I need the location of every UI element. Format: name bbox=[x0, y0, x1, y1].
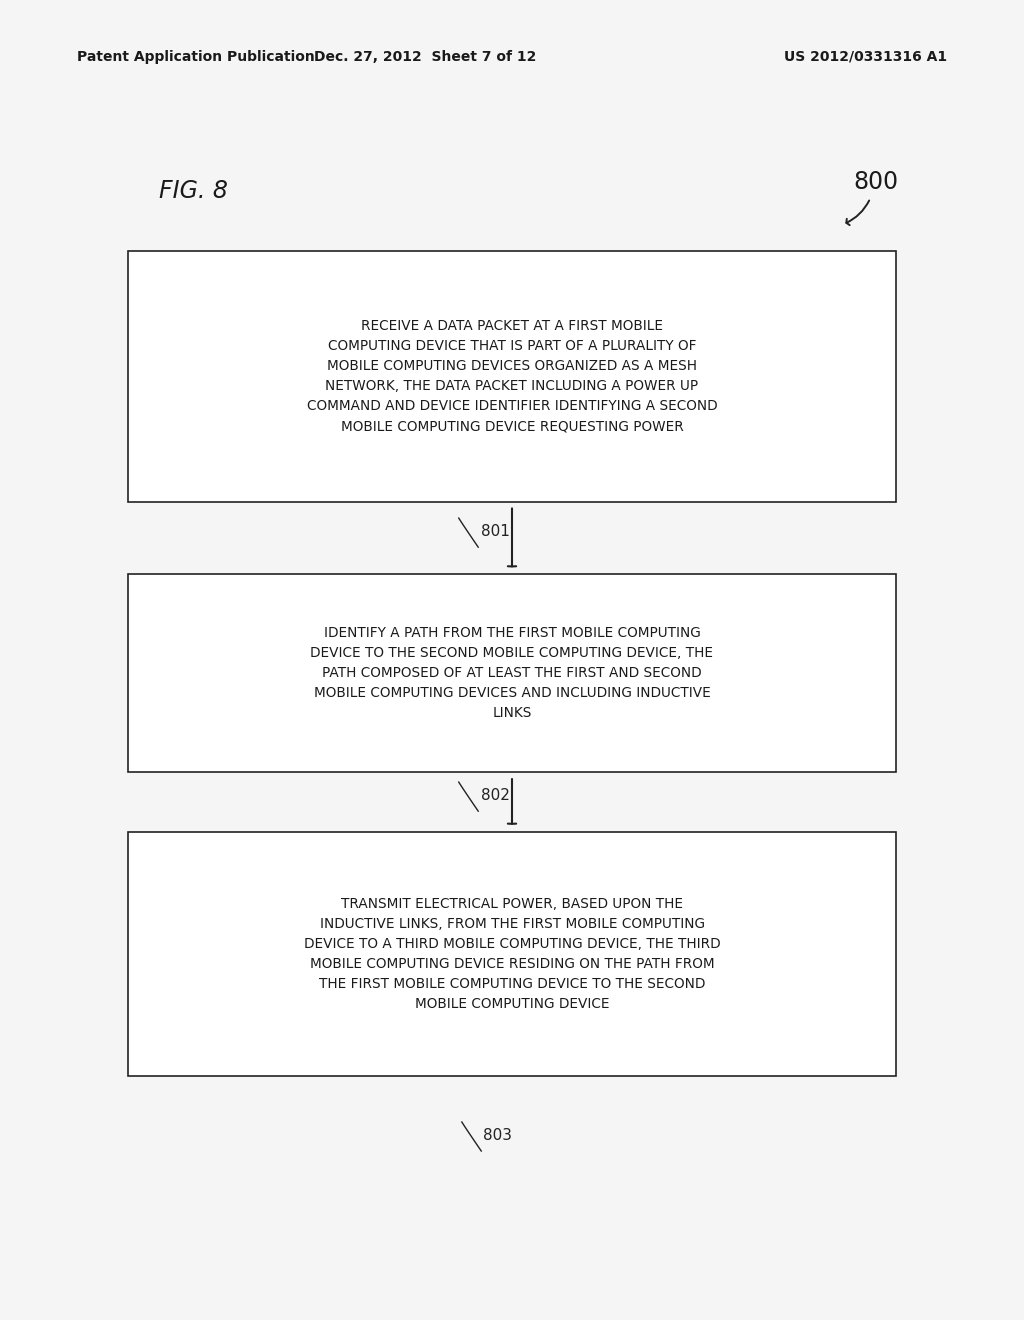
Bar bbox=[128, 574, 896, 772]
Text: 803: 803 bbox=[483, 1127, 512, 1143]
Text: IDENTIFY A PATH FROM THE FIRST MOBILE COMPUTING
DEVICE TO THE SECOND MOBILE COMP: IDENTIFY A PATH FROM THE FIRST MOBILE CO… bbox=[310, 626, 714, 721]
Text: Patent Application Publication: Patent Application Publication bbox=[77, 50, 314, 63]
Text: US 2012/0331316 A1: US 2012/0331316 A1 bbox=[784, 50, 947, 63]
Text: RECEIVE A DATA PACKET AT A FIRST MOBILE
COMPUTING DEVICE THAT IS PART OF A PLURA: RECEIVE A DATA PACKET AT A FIRST MOBILE … bbox=[306, 319, 718, 433]
Bar bbox=[128, 832, 896, 1076]
Bar bbox=[128, 251, 896, 502]
Text: TRANSMIT ELECTRICAL POWER, BASED UPON THE
INDUCTIVE LINKS, FROM THE FIRST MOBILE: TRANSMIT ELECTRICAL POWER, BASED UPON TH… bbox=[304, 896, 720, 1011]
Text: 801: 801 bbox=[481, 524, 510, 539]
Text: Dec. 27, 2012  Sheet 7 of 12: Dec. 27, 2012 Sheet 7 of 12 bbox=[313, 50, 537, 63]
Text: 802: 802 bbox=[481, 788, 510, 803]
Text: 800: 800 bbox=[853, 170, 898, 194]
Text: FIG. 8: FIG. 8 bbox=[159, 180, 227, 203]
